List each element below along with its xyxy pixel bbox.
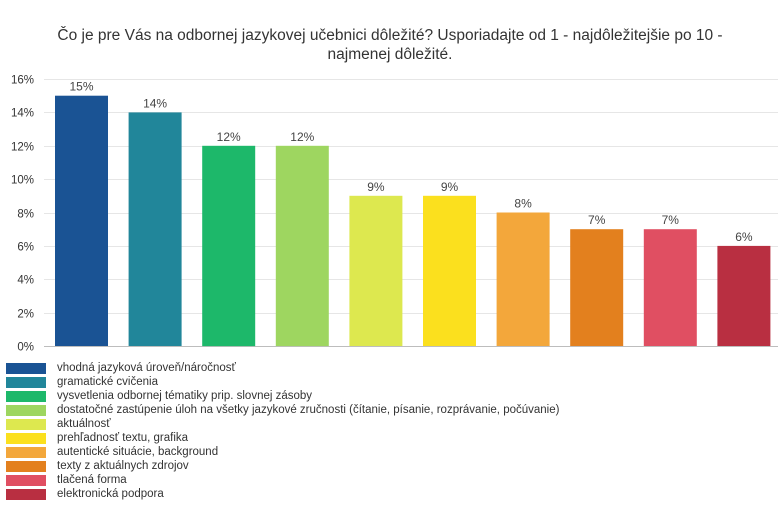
legend-item[interactable]: texty z aktuálnych zdrojov <box>6 459 559 473</box>
bar-2[interactable] <box>128 112 182 347</box>
legend-label: vysvetlenia odbornej tématiky prip. slov… <box>57 390 313 402</box>
legend-item[interactable]: tlačená forma <box>6 473 559 487</box>
legend-swatch <box>6 376 46 388</box>
legend-label: vhodná jazyková úroveň/náročnosť <box>57 362 236 374</box>
legend-item[interactable]: aktuálnosť <box>6 417 559 431</box>
legend: vhodná jazyková úroveň/náročnosť gramatic… <box>6 361 559 501</box>
legend-item[interactable]: gramatické cvičenia <box>6 375 559 389</box>
data-label-8: 7% <box>588 213 606 227</box>
bar-8[interactable] <box>570 229 624 346</box>
bar-5[interactable] <box>349 195 403 346</box>
legend-label: autentické situácie, background <box>57 446 219 458</box>
legend-swatch <box>6 404 46 416</box>
legend-swatch <box>6 488 46 500</box>
data-labels: 15% 14% 12% 12% 9% 9% 8% 7% 7% 6% <box>69 80 752 244</box>
legend-item[interactable]: vhodná jazyková úroveň/náročnosť <box>6 361 559 375</box>
legend-swatch <box>6 390 46 402</box>
chart-title-line-1: Čo je pre Vás na odbornej jazykovej učeb… <box>57 27 723 44</box>
y-tick-label: 10% <box>11 175 34 187</box>
legend-swatch <box>6 460 46 472</box>
y-tick-label: 8% <box>17 209 34 221</box>
y-tick-label: 12% <box>11 142 34 154</box>
legend-label: texty z aktuálnych zdrojov <box>57 460 189 472</box>
y-axis-ticks: 0% 2% 4% 6% 8% 10% 12% 14% 16% <box>11 75 34 354</box>
legend-label: elektronická podpora <box>57 488 164 500</box>
legend-label: tlačená forma <box>57 474 127 486</box>
bar-6[interactable] <box>423 195 476 346</box>
chart-title: Čo je pre Vás na odbornej jazykovej učeb… <box>40 26 740 64</box>
legend-item[interactable]: dostatočné zastúpenie úloh na všetky jaz… <box>6 403 559 417</box>
bar-chart: 0% 2% 4% 6% 8% 10% 12% 14% 16% 15% 14% 12% 12% 9% 9% 8… <box>11 75 778 354</box>
y-tick-label: 0% <box>17 342 34 354</box>
bar-3[interactable] <box>202 145 256 347</box>
legend-label: aktuálnosť <box>57 418 111 430</box>
legend-item[interactable]: vysvetlenia odbornej tématiky prip. slov… <box>6 389 559 403</box>
y-tick-label: 2% <box>17 309 34 321</box>
data-label-5: 9% <box>367 180 385 194</box>
legend-swatch <box>6 418 46 430</box>
legend-item[interactable]: elektronická podpora <box>6 487 559 501</box>
bar-10[interactable] <box>717 245 771 346</box>
y-tick-label: 16% <box>11 75 34 87</box>
bar-4[interactable] <box>275 145 329 347</box>
data-label-10: 6% <box>735 230 753 244</box>
y-tick-label: 6% <box>17 242 34 254</box>
data-label-2: 14% <box>143 96 167 110</box>
data-label-6: 9% <box>441 180 459 194</box>
bars <box>55 95 771 347</box>
legend-swatch <box>6 474 46 486</box>
legend-item[interactable]: prehľadnosť textu, grafika <box>6 431 559 445</box>
legend-item[interactable]: autentické situácie, background <box>6 445 559 459</box>
bar-7[interactable] <box>496 212 550 347</box>
data-label-4: 12% <box>290 130 314 144</box>
data-label-9: 7% <box>662 213 680 227</box>
chart-title-line-2: najmenej dôležité. <box>327 46 453 63</box>
data-label-3: 12% <box>217 130 241 144</box>
y-tick-label: 14% <box>11 108 34 120</box>
y-tick-label: 4% <box>17 275 34 287</box>
legend-label: prehľadnosť textu, grafika <box>57 432 189 444</box>
data-label-1: 15% <box>69 80 93 94</box>
legend-swatch <box>6 432 46 444</box>
legend-swatch <box>6 446 46 458</box>
bar-9[interactable] <box>643 229 697 346</box>
legend-swatch <box>6 362 46 374</box>
data-label-7: 8% <box>514 197 532 211</box>
legend-label: dostatočné zastúpenie úloh na všetky jaz… <box>57 404 560 416</box>
legend-label: gramatické cvičenia <box>57 376 158 388</box>
bar-1[interactable] <box>55 95 108 346</box>
